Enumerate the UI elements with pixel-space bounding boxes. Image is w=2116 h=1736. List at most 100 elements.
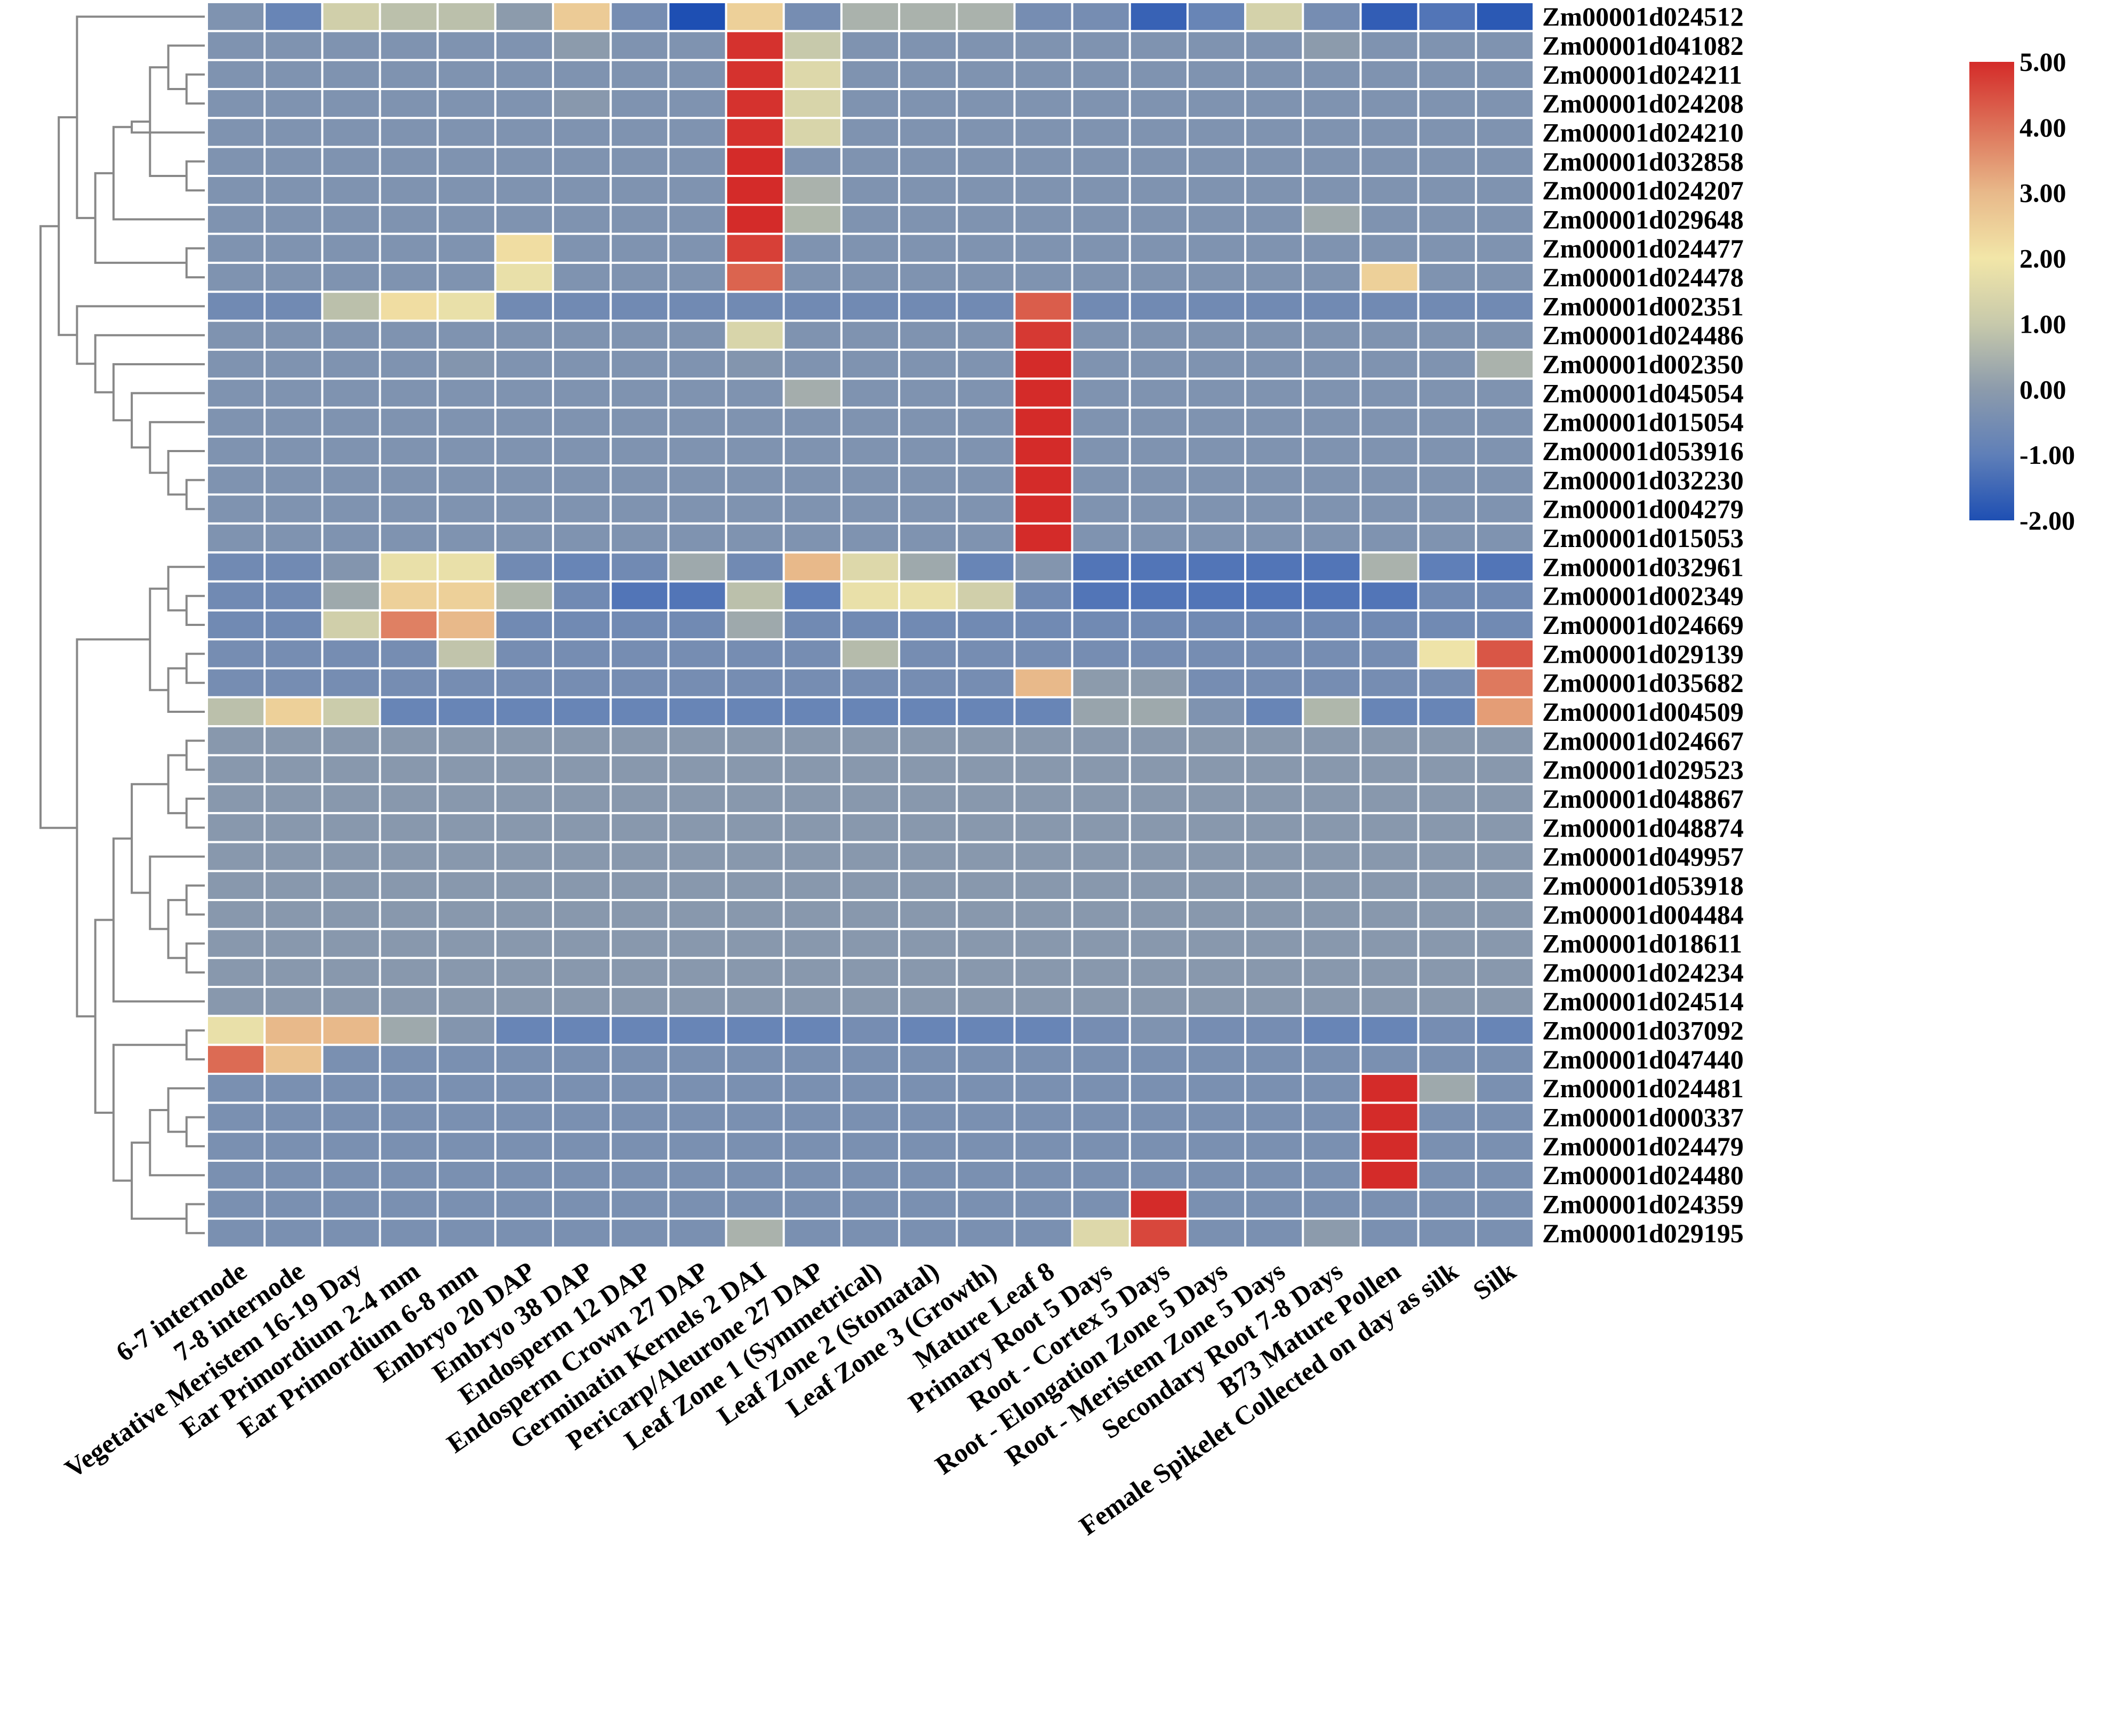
heatmap-cell <box>1128 1160 1189 1191</box>
heatmap-cell <box>1128 146 1189 177</box>
heatmap-cell <box>1128 580 1189 612</box>
heatmap-cell <box>667 261 727 293</box>
heatmap-cell <box>436 783 496 815</box>
heatmap-cell <box>1186 609 1247 641</box>
heatmap-cell <box>840 1 901 33</box>
heatmap-cell <box>840 957 901 988</box>
heatmap-cell <box>898 493 958 525</box>
heatmap-cell <box>956 696 1016 728</box>
heatmap-cell <box>898 291 958 322</box>
heatmap-cell <box>956 1043 1016 1075</box>
dendrogram-branch <box>185 942 205 974</box>
heatmap-cell <box>840 117 901 148</box>
heatmap-cell <box>436 377 496 409</box>
heatmap-cell <box>436 319 496 351</box>
heatmap-cell <box>898 174 958 206</box>
heatmap-cell <box>1013 1073 1073 1104</box>
heatmap-cell <box>782 232 843 264</box>
heatmap-cell <box>898 609 958 641</box>
heatmap-cell <box>494 638 555 670</box>
heatmap-cell <box>1359 609 1420 641</box>
heatmap-cell <box>1071 377 1131 409</box>
dendrogram-branch <box>149 421 205 474</box>
heatmap-cell <box>1186 1130 1247 1162</box>
heatmap-cell <box>1474 261 1535 293</box>
heatmap-cell <box>1128 291 1189 322</box>
heatmap-cell <box>898 348 958 380</box>
heatmap-cell <box>1474 174 1535 206</box>
heatmap-cell <box>898 435 958 467</box>
heatmap-cell <box>379 812 439 843</box>
heatmap-cell <box>782 261 843 293</box>
heatmap-cell <box>1359 117 1420 148</box>
heatmap-cell <box>610 783 670 815</box>
row-label: Zm00001d024359 <box>1542 1190 1744 1219</box>
heatmap-cell <box>321 464 381 496</box>
heatmap-cell <box>321 435 381 467</box>
heatmap-cell <box>1302 1015 1362 1046</box>
heatmap-cell <box>956 667 1016 698</box>
heatmap-cell <box>1071 899 1131 930</box>
dendrogram-branch <box>167 899 187 959</box>
heatmap-cell <box>1417 725 1477 757</box>
heatmap-cell <box>1359 319 1420 351</box>
heatmap-cell <box>263 1043 324 1075</box>
heatmap-cell <box>436 117 496 148</box>
heatmap-cell <box>610 464 670 496</box>
heatmap-cell <box>1186 928 1247 959</box>
heatmap-cell <box>321 870 381 902</box>
heatmap-cell <box>436 609 496 641</box>
heatmap-cell <box>898 783 958 815</box>
heatmap-cell <box>494 204 555 235</box>
heatmap-cell <box>667 696 727 728</box>
heatmap-cell <box>610 261 670 293</box>
heatmap-cell <box>1359 1073 1420 1104</box>
heatmap-cell <box>552 493 612 525</box>
heatmap-cell <box>956 899 1016 930</box>
heatmap-cell <box>206 812 266 843</box>
heatmap-cell <box>552 957 612 988</box>
heatmap-cell <box>1013 377 1073 409</box>
dendrogram-branch <box>112 837 205 1003</box>
heatmap-cell <box>667 754 727 785</box>
heatmap-cell <box>610 841 670 872</box>
heatmap-cell <box>206 261 266 293</box>
heatmap-cell <box>263 696 324 728</box>
heatmap-cell <box>1013 580 1073 612</box>
heatmap-cell <box>840 638 901 670</box>
heatmap-cell <box>782 986 843 1017</box>
heatmap-cell <box>667 1043 727 1075</box>
heatmap-cell <box>840 1130 901 1162</box>
heatmap-cell <box>494 957 555 988</box>
heatmap-cell <box>1417 204 1477 235</box>
row-label: Zm00001d047440 <box>1542 1044 1744 1074</box>
heatmap-cell <box>206 580 266 612</box>
heatmap-cell <box>494 1102 555 1133</box>
heatmap-cell <box>610 667 670 698</box>
heatmap-cell <box>1128 406 1189 438</box>
heatmap-cell <box>782 580 843 612</box>
heatmap-cell <box>840 1102 901 1133</box>
heatmap-cell <box>725 1160 785 1191</box>
heatmap-cell <box>1302 638 1362 670</box>
heatmap-cell <box>1013 609 1073 641</box>
heatmap-cell <box>1013 899 1073 930</box>
heatmap-cell <box>1244 493 1304 525</box>
heatmap-cell <box>263 1160 324 1191</box>
heatmap-cell <box>667 1160 727 1191</box>
heatmap-cell <box>898 1043 958 1075</box>
heatmap-cell <box>1128 1188 1189 1220</box>
heatmap-cell <box>610 146 670 177</box>
heatmap-cell <box>379 899 439 930</box>
heatmap-cell <box>1071 1130 1131 1162</box>
heatmap-cell <box>1244 291 1304 322</box>
heatmap-cell <box>1013 406 1073 438</box>
heatmap-cell <box>782 348 843 380</box>
heatmap-cell <box>610 348 670 380</box>
heatmap-cell <box>1128 1102 1189 1133</box>
heatmap-cell <box>1302 146 1362 177</box>
heatmap-cell <box>898 638 958 670</box>
heatmap-cell <box>956 1 1016 33</box>
heatmap-cell <box>1013 1 1073 33</box>
heatmap-cell <box>725 725 785 757</box>
